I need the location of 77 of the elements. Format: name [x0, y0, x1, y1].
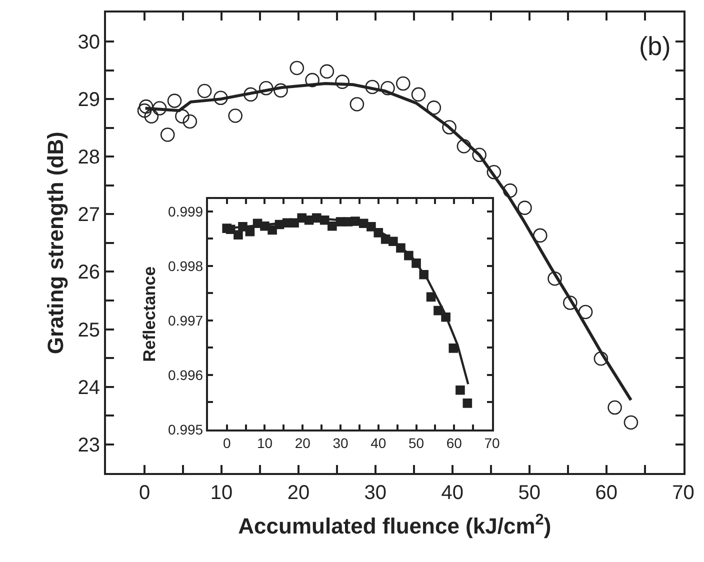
- x-tick-label: 20: [287, 482, 310, 504]
- point: [380, 80, 395, 96]
- annotation: (b): [639, 31, 671, 61]
- y-tick-label: 27: [78, 204, 100, 226]
- point: [274, 83, 288, 98]
- y-tick-label: 0.996: [168, 366, 204, 383]
- point: [328, 221, 337, 231]
- x-tick-label: 60: [446, 435, 462, 452]
- y-tick-label: 24: [78, 376, 100, 399]
- point: [472, 148, 486, 162]
- point: [594, 351, 608, 366]
- x-tick-label: 30: [332, 435, 348, 452]
- point: [624, 415, 638, 430]
- point: [456, 385, 465, 395]
- x-tick-label: 70: [672, 482, 694, 504]
- point: [152, 101, 167, 116]
- point: [462, 398, 472, 408]
- y-tick-label: 23: [78, 434, 100, 456]
- point: [350, 97, 364, 112]
- point: [160, 128, 175, 142]
- point: [578, 304, 593, 320]
- point: [175, 109, 190, 124]
- x-tick-label: 50: [518, 482, 540, 504]
- point: [197, 84, 212, 98]
- point: [335, 74, 350, 89]
- point: [244, 87, 258, 102]
- point: [305, 72, 320, 88]
- point: [144, 109, 159, 124]
- y-axis-title: Grating strength (dB): [43, 132, 68, 354]
- x-tick-label: 60: [595, 482, 618, 504]
- point: [365, 80, 380, 94]
- point: [290, 60, 304, 76]
- point: [563, 296, 578, 310]
- point: [182, 114, 198, 129]
- point: [411, 87, 426, 102]
- point: [234, 230, 243, 240]
- point: [245, 226, 255, 236]
- y-tick-label: 0.995: [168, 421, 204, 438]
- point: [167, 94, 182, 108]
- point: [442, 120, 456, 134]
- point: [548, 271, 562, 286]
- point: [518, 200, 532, 215]
- point: [228, 108, 242, 123]
- x-tick-label: 70: [484, 435, 500, 452]
- point: [214, 90, 228, 106]
- y-tick-label: 30: [78, 32, 100, 54]
- x-tick-label: 50: [408, 435, 424, 452]
- point: [456, 139, 472, 154]
- x-tick-label: 10: [210, 482, 233, 504]
- y-tick-label: 26: [78, 262, 100, 284]
- x-axis-title: Accumulated fluence (kJ/cm$^{2}$): [238, 511, 552, 539]
- point: [608, 400, 622, 415]
- x-tick-label: 20: [294, 435, 311, 452]
- point: [268, 225, 277, 235]
- point: [486, 164, 502, 180]
- y-tick-label: 28: [78, 146, 100, 169]
- x-tick-label: 40: [441, 482, 464, 504]
- point: [396, 76, 410, 91]
- point: [137, 103, 152, 118]
- point: [502, 183, 518, 198]
- y-tick-label: 29: [78, 89, 100, 112]
- y-axis-title: Reflectance: [140, 266, 160, 362]
- y-tick-label: 0.998: [168, 258, 204, 274]
- x-tick-label: 30: [364, 482, 387, 504]
- x-tick-label: 0: [138, 482, 150, 504]
- point: [532, 228, 548, 243]
- y-tick-label: 25: [78, 319, 100, 342]
- point: [426, 100, 442, 115]
- x-tick-label: 40: [370, 435, 386, 452]
- y-tick-label: 0.999: [168, 203, 204, 220]
- point: [138, 99, 154, 114]
- point: [258, 80, 274, 96]
- point: [448, 344, 458, 353]
- x-tick-label: 10: [256, 435, 273, 452]
- point: [320, 64, 334, 79]
- x-tick-label: 0: [222, 435, 231, 452]
- y-tick-label: 0.997: [168, 312, 204, 328]
